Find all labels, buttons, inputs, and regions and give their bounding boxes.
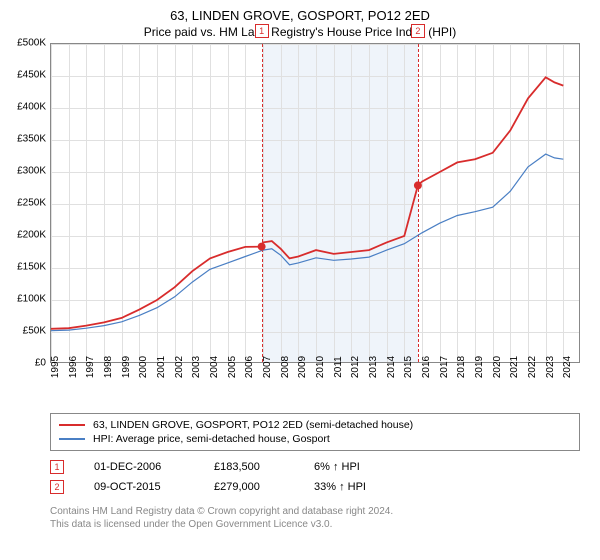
event-date: 01-DEC-2006	[94, 461, 184, 473]
events-table: 1 01-DEC-2006 £183,500 6% ↑ HPI 2 09-OCT-2015…	[50, 457, 580, 497]
attribution: Contains HM Land Registry data © Crown c…	[50, 505, 580, 531]
series-hpi	[51, 154, 563, 331]
event-marker: 1	[50, 460, 64, 474]
series-property	[51, 77, 563, 328]
y-axis-label: £50K	[23, 326, 46, 337]
marker-box: 1	[255, 24, 269, 38]
legend-item: HPI: Average price, semi-detached house,…	[59, 432, 571, 446]
y-axis-label: £100K	[17, 294, 46, 305]
y-axis-label: £150K	[17, 262, 46, 273]
y-axis-label: £350K	[17, 134, 46, 145]
y-axis-label: £300K	[17, 166, 46, 177]
legend-swatch	[59, 438, 85, 440]
page-subtitle: Price paid vs. HM Land Registry's House …	[0, 25, 600, 39]
event-row: 1 01-DEC-2006 £183,500 6% ↑ HPI	[50, 457, 580, 477]
event-price: £183,500	[214, 461, 284, 473]
attribution-line: This data is licensed under the Open Gov…	[50, 518, 580, 531]
event-row: 2 09-OCT-2015 £279,000 33% ↑ HPI	[50, 477, 580, 497]
legend-item: 63, LINDEN GROVE, GOSPORT, PO12 2ED (sem…	[59, 418, 571, 432]
page-title: 63, LINDEN GROVE, GOSPORT, PO12 2ED	[0, 8, 600, 23]
event-pct: 33% ↑ HPI	[314, 481, 394, 493]
event-date: 09-OCT-2015	[94, 481, 184, 493]
marker-dot	[258, 243, 266, 251]
y-axis-label: £0	[35, 358, 46, 369]
marker-box: 2	[411, 24, 425, 38]
legend-label: 63, LINDEN GROVE, GOSPORT, PO12 2ED (sem…	[93, 419, 413, 431]
y-axis-label: £200K	[17, 230, 46, 241]
y-axis-label: £400K	[17, 102, 46, 113]
event-marker: 2	[50, 480, 64, 494]
plot-area: 12	[50, 43, 580, 363]
legend: 63, LINDEN GROVE, GOSPORT, PO12 2ED (sem…	[50, 413, 580, 451]
event-pct: 6% ↑ HPI	[314, 461, 394, 473]
legend-swatch	[59, 424, 85, 426]
y-axis-label: £450K	[17, 70, 46, 81]
price-chart: 12 £0£50K£100K£150K£200K£250K£300K£350K£…	[50, 43, 580, 383]
chart-lines	[51, 44, 581, 364]
marker-dot	[414, 181, 422, 189]
attribution-line: Contains HM Land Registry data © Crown c…	[50, 505, 580, 518]
event-price: £279,000	[214, 481, 284, 493]
y-axis-label: £500K	[17, 38, 46, 49]
legend-label: HPI: Average price, semi-detached house,…	[93, 433, 330, 445]
y-axis-label: £250K	[17, 198, 46, 209]
x-axis-label: 2024	[562, 356, 600, 378]
